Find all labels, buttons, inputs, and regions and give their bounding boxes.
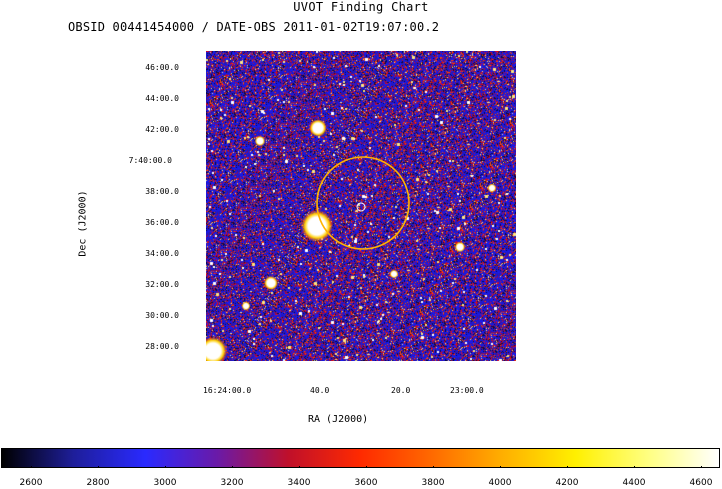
ra-tick: 20.0: [391, 386, 411, 395]
colorbar-tick-label: 4000: [488, 478, 512, 488]
colorbar-tick-mark: [31, 466, 32, 468]
colorbar-tick-label: 3400: [287, 478, 311, 488]
chart-title: UVOT Finding Chart: [293, 0, 429, 14]
colorbar-tick-label: 3800: [421, 478, 445, 488]
colorbar-tick-label: 2600: [19, 478, 43, 488]
colorbar-tick-label: 2800: [86, 478, 110, 488]
dec-tick: 46:00.0: [145, 63, 179, 72]
colorbar-tick-label: 4600: [689, 478, 713, 488]
colorbar-tick-label: 4200: [555, 478, 579, 488]
sky-image[interactable]: [206, 51, 516, 361]
colorbar-tick-mark: [634, 466, 635, 468]
colorbar-tick-mark: [500, 466, 501, 468]
colorbar-tick-label: 3000: [153, 478, 177, 488]
dec-tick: 32:00.0: [145, 280, 179, 289]
colorbar-tick-mark: [232, 466, 233, 468]
colorbar-tick-mark: [299, 466, 300, 468]
y-axis-label: Dec (J2000): [77, 190, 89, 257]
x-axis-label: RA (J2000): [308, 414, 369, 425]
ra-tick: 16:24:00.0: [203, 386, 252, 395]
colorbar-tick-mark: [567, 466, 568, 468]
dec-tick: 44:00.0: [145, 94, 179, 103]
dec-tick: 42:00.0: [145, 125, 179, 134]
colorbar-tick-mark: [98, 466, 99, 468]
colorbar-tick-label: 4400: [622, 478, 646, 488]
colorbar-tick-mark: [701, 466, 702, 468]
dec-tick: 7:40:00.0: [128, 156, 172, 165]
colorbar-tick-label: 3600: [354, 478, 378, 488]
sky-image-canvas: [206, 51, 516, 361]
dec-tick: 34:00.0: [145, 249, 179, 258]
dec-tick: 28:00.0: [145, 342, 179, 351]
chart-subtitle: OBSID 00441454000 / DATE-OBS 2011-01-02T…: [68, 20, 440, 34]
dec-tick: 38:00.0: [145, 187, 179, 196]
colorbar-tick-mark: [165, 466, 166, 468]
colorbar-tick-mark: [366, 466, 367, 468]
colorbar: [1, 448, 720, 468]
ra-tick: 23:00.0: [450, 386, 484, 395]
colorbar-tick-mark: [433, 466, 434, 468]
dec-tick: 30:00.0: [145, 311, 179, 320]
colorbar-tick-label: 3200: [220, 478, 244, 488]
ra-tick: 40.0: [310, 386, 330, 395]
dec-tick: 36:00.0: [145, 218, 179, 227]
